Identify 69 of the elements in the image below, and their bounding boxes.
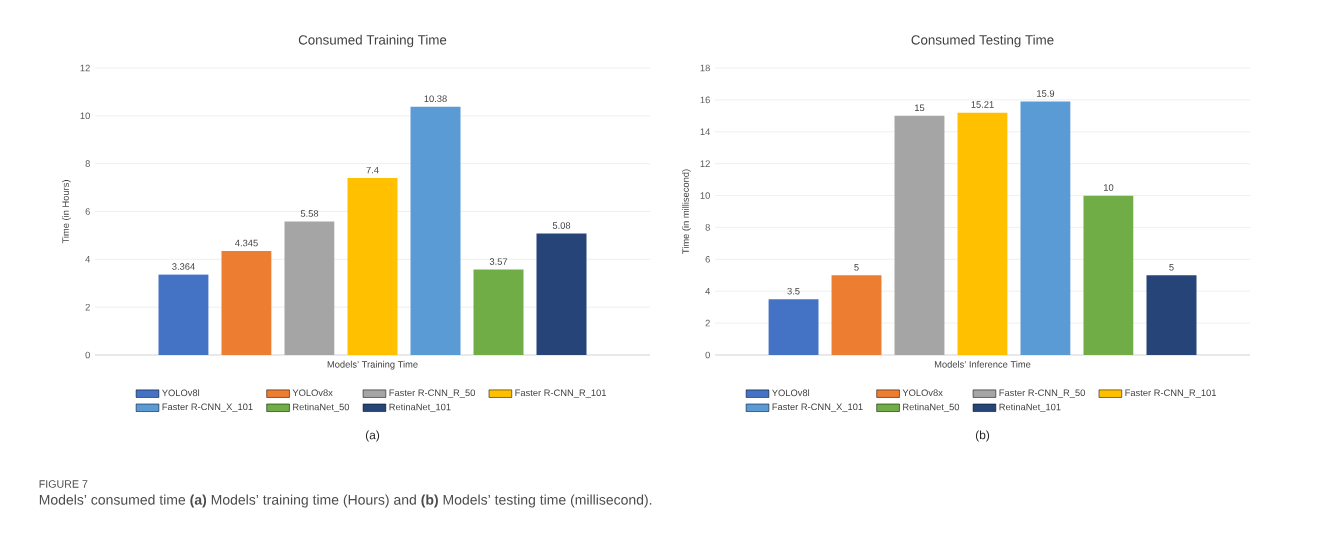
legend-label: YOLOv8x	[292, 389, 333, 397]
y-tick-label: 2	[705, 319, 710, 327]
bar	[473, 269, 524, 355]
x-axis-title: Models’ Inference Time	[934, 360, 1031, 368]
bar	[831, 275, 882, 355]
y-tick-label: 12	[700, 160, 710, 167]
y-tick-label: 8	[705, 224, 710, 231]
data-label: 15.9	[1037, 90, 1055, 97]
data-label: 5.08	[552, 222, 571, 229]
y-tick-label: 4	[85, 256, 91, 263]
data-label: 5	[1169, 264, 1174, 271]
y-tick-label: 12	[80, 64, 90, 72]
data-label: 10.38	[424, 95, 447, 103]
y-axis-title: Time (in Hours)	[62, 180, 71, 244]
bar	[158, 274, 209, 355]
legend-label: Faster R-CNN_R_101	[1125, 389, 1216, 398]
data-label: 5.58	[300, 210, 319, 217]
bar	[1083, 195, 1134, 355]
legend-label: RetinaNet_50	[903, 403, 960, 413]
bar	[1146, 275, 1197, 355]
legend-label: Faster R-CNN_X_101	[772, 403, 863, 412]
y-tick-label: 6	[705, 256, 710, 263]
bar	[894, 115, 945, 355]
y-tick-label: 0	[85, 351, 90, 359]
data-label: 3.5	[787, 287, 800, 295]
data-label: 5	[854, 264, 859, 271]
chart-title: Consumed Training Time	[298, 34, 447, 48]
legend-label: RetinaNet_50	[293, 403, 350, 413]
data-label: 15.21	[971, 101, 994, 108]
y-tick-label: 10	[80, 112, 90, 120]
legend-label: Faster R-CNN_R_101	[515, 389, 606, 398]
legend-label: YOLOv8l	[772, 389, 810, 397]
data-label: 3.364	[172, 263, 195, 270]
y-tick-label: 2	[85, 303, 90, 311]
data-label: 3.57	[489, 258, 508, 265]
bar	[347, 178, 398, 355]
bar	[1020, 101, 1071, 355]
text: (a)	[365, 430, 380, 442]
legend-label: YOLOv8l	[162, 389, 200, 397]
text: (b)	[975, 430, 990, 442]
y-tick-label: 0	[705, 351, 710, 359]
legend-label: RetinaNet_101	[389, 403, 451, 413]
bar	[221, 251, 272, 355]
text: Models’ consumed time (a) Models’ training time (Hours) and (b) Models’ testing time (millisecond).	[39, 494, 652, 508]
y-tick-label: 4	[705, 288, 711, 295]
bar	[957, 112, 1008, 355]
y-tick-label: 8	[85, 160, 90, 167]
bar	[768, 299, 819, 355]
y-tick-label: 18	[700, 64, 710, 72]
caption: FIGURE 7	[39, 480, 88, 488]
legend-label: Faster R-CNN_R_50	[999, 389, 1085, 398]
legend-label: RetinaNet_101	[999, 403, 1061, 413]
x-axis-title: Models’ Training Time	[327, 360, 418, 370]
data-label: 7.4	[366, 166, 379, 174]
data-label: 4.345	[235, 239, 258, 247]
y-tick-label: 6	[85, 208, 90, 215]
bar	[536, 233, 587, 355]
data-label: 15	[915, 104, 925, 112]
y-tick-label: 14	[700, 128, 711, 135]
chart-title: Consumed Testing Time	[911, 34, 1054, 48]
legend-label: Faster R-CNN_R_50	[389, 389, 475, 398]
data-label: 10	[1104, 184, 1114, 191]
legend-label: YOLOv8x	[902, 389, 943, 397]
y-axis-title: Time (in millisecond)	[682, 169, 691, 254]
legend-label: Faster R-CNN_X_101	[162, 403, 253, 412]
y-tick-label: 10	[700, 192, 710, 199]
y-tick-label: 16	[700, 96, 710, 104]
bar	[410, 106, 461, 355]
bar	[284, 221, 335, 355]
